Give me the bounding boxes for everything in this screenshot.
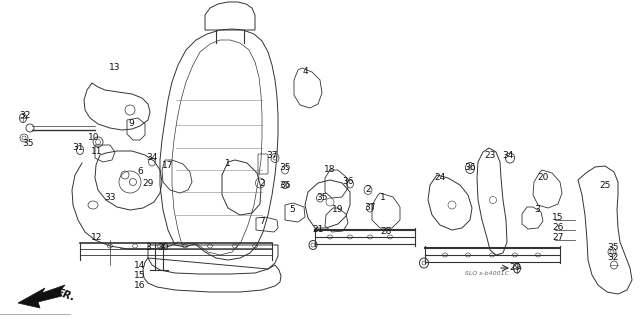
Text: 1: 1 [380,194,386,203]
Text: 27: 27 [552,234,564,242]
Text: 29: 29 [142,179,154,188]
Text: 35: 35 [279,164,291,173]
Text: 3: 3 [145,243,151,253]
Text: 36: 36 [464,164,476,173]
Text: 18: 18 [324,166,336,174]
Text: 20: 20 [538,174,548,182]
Text: 3: 3 [534,205,540,214]
Text: 32: 32 [19,110,31,120]
Text: 12: 12 [92,234,102,242]
Text: 2: 2 [365,186,371,195]
Text: 35: 35 [22,138,34,147]
Text: 7: 7 [259,218,265,226]
Text: 31: 31 [72,144,84,152]
Text: 34: 34 [502,151,514,160]
Text: 15: 15 [134,271,146,279]
Text: 23: 23 [484,151,496,160]
Text: 25: 25 [599,181,611,189]
Text: 37: 37 [364,204,376,212]
Text: 4: 4 [302,68,308,77]
Text: 14: 14 [134,261,146,270]
Text: 33: 33 [104,194,116,203]
Text: 32: 32 [607,254,619,263]
Text: 29: 29 [509,263,521,272]
Text: 28: 28 [380,227,392,236]
Text: 24: 24 [435,174,445,182]
Polygon shape [18,285,65,308]
Text: 30: 30 [157,243,169,253]
Text: 19: 19 [332,205,344,214]
Text: 13: 13 [109,63,121,72]
Text: FR.: FR. [55,287,77,303]
Text: 16: 16 [134,280,146,290]
Text: 6: 6 [137,167,143,176]
Text: 21: 21 [312,226,324,234]
Text: 2: 2 [259,179,265,188]
Text: 17: 17 [163,160,173,169]
Text: 37: 37 [266,151,278,160]
Text: 5: 5 [289,205,295,214]
Text: 1: 1 [225,159,231,167]
Text: SLO s-b4001C: SLO s-b4001C [465,271,509,276]
Text: 36: 36 [279,181,291,189]
Text: 26: 26 [552,224,564,233]
Text: 34: 34 [147,153,157,162]
Text: 10: 10 [88,133,100,143]
Text: 9: 9 [128,118,134,128]
Text: 11: 11 [92,147,103,157]
Text: 15: 15 [552,213,564,222]
Text: 35: 35 [607,243,619,253]
Text: 35: 35 [316,192,328,202]
Text: 36: 36 [342,177,354,187]
